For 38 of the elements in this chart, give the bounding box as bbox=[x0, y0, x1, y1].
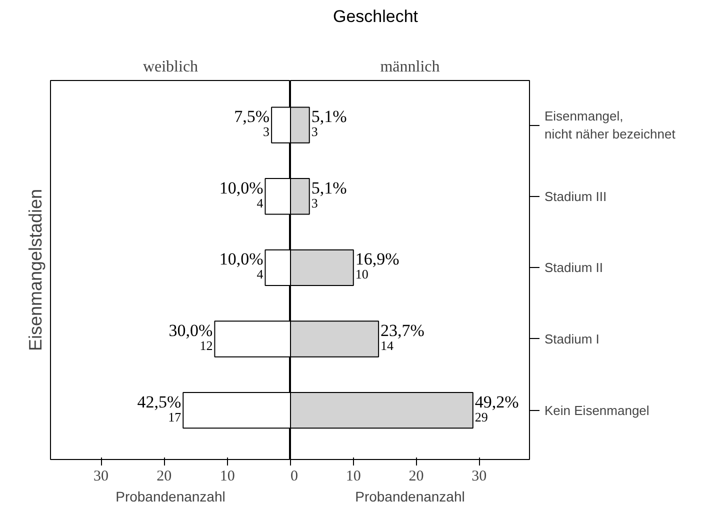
chart-title: weiblich bbox=[142, 58, 198, 76]
y-tick-label: Kein Eisenmangel bbox=[544, 402, 650, 418]
x-tick-label: 10 bbox=[220, 468, 235, 484]
chart-title: männlich bbox=[380, 58, 440, 76]
annotation: 3 bbox=[311, 124, 318, 140]
annotation: 5,1% bbox=[311, 107, 347, 126]
x-tick-label: 30 bbox=[94, 468, 109, 484]
annotation: 10,0% bbox=[219, 178, 264, 198]
y-axis-title: Eisenmangelstadien bbox=[26, 188, 46, 352]
x-axis-title: Probandenanzahl bbox=[355, 488, 465, 504]
annotation: 23,7% bbox=[380, 320, 424, 340]
annotation: 42,5% bbox=[137, 392, 182, 412]
x-axis-title: Probandenanzahl bbox=[116, 488, 226, 504]
annotation: 3 bbox=[311, 195, 318, 210]
x-tick-label: 20 bbox=[408, 468, 424, 484]
annotation: 3 bbox=[263, 124, 270, 140]
x-tick-label: 20 bbox=[156, 468, 172, 484]
x-tick-label: 0 bbox=[290, 468, 298, 484]
annotation: 30,0% bbox=[168, 320, 213, 340]
annotation: 4 bbox=[256, 266, 264, 282]
annotation: 5,1% bbox=[311, 178, 347, 198]
y-tick-label: Eisenmangel, nicht näher bezeichnet bbox=[544, 108, 676, 142]
annotation: 17 bbox=[168, 409, 182, 424]
annotation: 4 bbox=[256, 195, 264, 210]
x-tick-label: 10 bbox=[346, 468, 361, 484]
annotation: 12 bbox=[200, 338, 213, 353]
text: Geschlecht bbox=[332, 6, 418, 28]
annotation: 49,2% bbox=[474, 392, 519, 412]
y-tick-label: Stadium I bbox=[544, 331, 600, 346]
annotation: 10 bbox=[355, 266, 368, 282]
y-tick-label: Stadium II bbox=[544, 260, 604, 276]
x-tick-label: 30 bbox=[472, 468, 487, 484]
annotation: 7,5% bbox=[234, 107, 270, 126]
annotation: 14 bbox=[380, 338, 394, 353]
annotation: 16,9% bbox=[355, 250, 400, 269]
annotation: 29 bbox=[474, 409, 488, 424]
annotation: 10,0% bbox=[219, 250, 264, 269]
y-tick-label: Stadium III bbox=[544, 188, 607, 204]
